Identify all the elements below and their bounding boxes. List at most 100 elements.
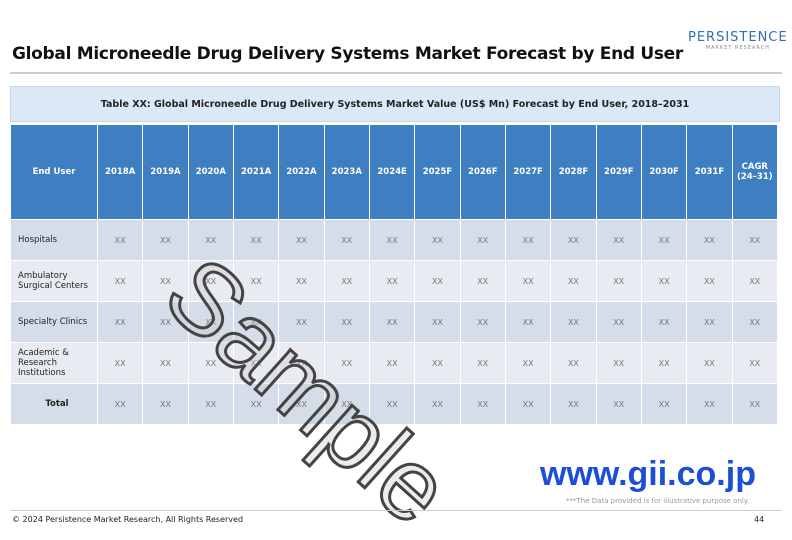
cell: XX	[187, 383, 234, 425]
row-label: Academic & Research Institutions	[10, 342, 98, 384]
cell: XX	[640, 260, 688, 302]
disclaimer: ***The Data provided is for illustrative…	[566, 497, 750, 505]
cell: XX	[595, 301, 642, 343]
table: End User 2018A 2019A 2020A 2021A 2022A 2023A 20…	[10, 124, 779, 425]
cell: XX	[686, 301, 733, 343]
cell: XX	[232, 260, 280, 302]
cell: XX	[731, 219, 779, 261]
cell: XX	[550, 219, 597, 261]
source-site: www.gii.co.jp	[540, 455, 756, 493]
column-header: 2027F	[504, 124, 552, 220]
cell: XX	[504, 383, 552, 425]
footer-divider	[10, 510, 782, 511]
cell: XX	[595, 342, 642, 384]
cell: XX	[414, 383, 461, 425]
table-row: Academic & Research Institutions XX XX XX XX…	[10, 342, 779, 384]
cell: XX	[459, 301, 506, 343]
cell: XX	[504, 260, 552, 302]
column-header: 2022A	[278, 124, 325, 220]
cell: XX	[550, 342, 597, 384]
cell: XX	[550, 301, 597, 343]
cell: XX	[187, 301, 234, 343]
cell: XX	[96, 301, 144, 343]
cell: XX	[96, 219, 144, 261]
row-label: Ambulatory Surgical Centers	[10, 260, 98, 302]
header-row: End User 2018A 2019A 2020A 2021A 2022A 2023A 20…	[10, 124, 779, 220]
cell: XX	[459, 383, 506, 425]
column-header: CAGR (24–31)	[731, 124, 779, 220]
cell: XX	[278, 260, 325, 302]
cell: XX	[187, 219, 234, 261]
table-row: Specialty Clinics XX XX XX XX XX XX XX XX XX XX XX X…	[10, 301, 779, 343]
column-header: 2029F	[595, 124, 642, 220]
cell: XX	[686, 383, 733, 425]
cell: XX	[550, 383, 597, 425]
table-caption: Table XX: Global Microneedle Drug Delive…	[10, 86, 780, 122]
cell: XX	[323, 383, 370, 425]
divider	[10, 72, 782, 74]
cell: XX	[368, 301, 416, 343]
cell: XX	[595, 219, 642, 261]
cell: XX	[323, 342, 370, 384]
cell: XX	[278, 342, 325, 384]
cell: XX	[459, 219, 506, 261]
cell: XX	[640, 219, 688, 261]
column-header: 2025F	[414, 124, 461, 220]
logo: PERSISTENCE MARKET RESEARCH	[688, 30, 788, 51]
cell: XX	[686, 219, 733, 261]
cell: XX	[142, 219, 189, 261]
cell: XX	[414, 219, 461, 261]
cell: XX	[278, 383, 325, 425]
column-header: 2023A	[323, 124, 370, 220]
column-header: 2019A	[142, 124, 189, 220]
cell: XX	[368, 260, 416, 302]
title: Global Microneedle Drug Delivery Systems…	[12, 44, 683, 64]
table-row: Hospitals XX XX XX XX XX XX XX XX XX XX XX XX XX XX XX	[10, 219, 779, 261]
cell: XX	[187, 260, 234, 302]
column-header: 2030F	[640, 124, 688, 220]
cell: XX	[142, 260, 189, 302]
column-header: 2018A	[96, 124, 144, 220]
cell: XX	[142, 342, 189, 384]
cell: XX	[686, 342, 733, 384]
cell: XX	[731, 342, 779, 384]
cell: XX	[595, 260, 642, 302]
cell: XX	[504, 342, 552, 384]
cell: XX	[640, 383, 688, 425]
column-header: 2021A	[232, 124, 280, 220]
logo-tagline: MARKET RESEARCH	[705, 45, 770, 51]
cell: XX	[323, 219, 370, 261]
cell: XX	[504, 219, 552, 261]
cell: XX	[731, 383, 779, 425]
table-row: Total XX XX XX XX XX XX XX XX XX XX XX XX XX XX XX	[10, 383, 779, 425]
cell: XX	[96, 260, 144, 302]
column-header: 2024E	[368, 124, 416, 220]
column-header: 2031F	[686, 124, 733, 220]
cell: XX	[368, 219, 416, 261]
cell: XX	[459, 342, 506, 384]
cell: XX	[731, 301, 779, 343]
page-number: 44	[754, 515, 765, 524]
cell: XX	[96, 383, 144, 425]
cell: XX	[323, 301, 370, 343]
logo-name: PERSISTENCE	[688, 30, 788, 45]
cell: XX	[142, 383, 189, 425]
cell: XX	[96, 342, 144, 384]
table-row: Ambulatory Surgical Centers XX XX XX XX XX XX X…	[10, 260, 779, 302]
cell: XX	[368, 342, 416, 384]
copyright: © 2024 Persistence Market Research, All …	[12, 515, 244, 524]
cell: XX	[414, 342, 461, 384]
column-header: 2020A	[187, 124, 234, 220]
column-header: 2028F	[550, 124, 597, 220]
cell: XX	[640, 342, 688, 384]
cell: XX	[686, 260, 733, 302]
cell: XX	[414, 301, 461, 343]
cell: XX	[414, 260, 461, 302]
cell: XX	[504, 301, 552, 343]
cell: XX	[595, 383, 642, 425]
cell: XX	[187, 342, 234, 384]
cell: XX	[232, 383, 280, 425]
column-header: 2026F	[459, 124, 506, 220]
cell: XX	[142, 301, 189, 343]
